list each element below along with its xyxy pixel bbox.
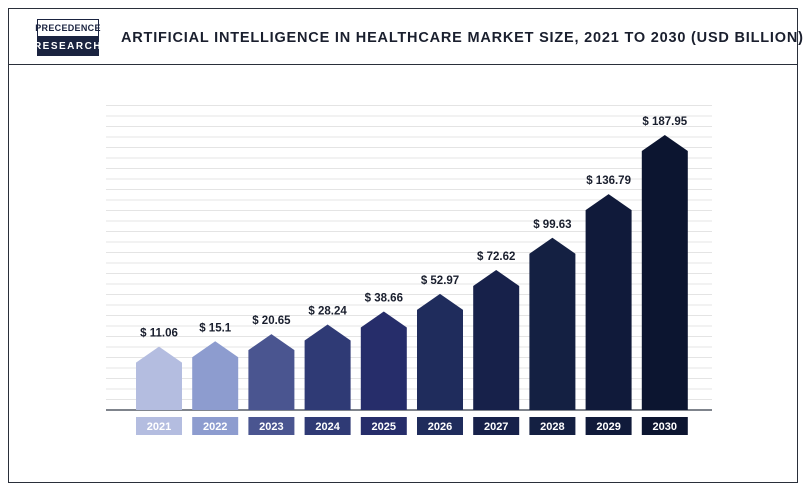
bar-2026 xyxy=(417,293,463,410)
value-label-2028: $ 99.63 xyxy=(533,219,571,231)
x-label-2024: 2024 xyxy=(315,421,340,433)
value-label-2029: $ 136.79 xyxy=(586,175,631,187)
x-label-2029: 2029 xyxy=(596,421,620,433)
logo-bottom-text: RESEARCH xyxy=(34,37,101,56)
x-label-2022: 2022 xyxy=(203,421,227,433)
x-label-2025: 2025 xyxy=(372,421,396,433)
precedence-research-logo: PRECEDENCE RESEARCH xyxy=(34,19,101,56)
x-label-box-2024 xyxy=(304,417,351,435)
bar-2029 xyxy=(585,194,632,410)
x-label-box-2023 xyxy=(248,417,295,435)
x-label-box-2030 xyxy=(641,417,688,435)
x-axis-labels: 2021 2022 2023 2024 2025 2026 2027 2028 2029 2030 xyxy=(136,417,688,435)
x-label-2028: 2028 xyxy=(540,421,564,433)
x-label-box-2028 xyxy=(529,417,576,435)
x-label-box-2021 xyxy=(136,417,182,435)
value-label-2027: $ 72.62 xyxy=(477,251,515,263)
bar-2024 xyxy=(304,324,351,410)
bar-2023 xyxy=(248,334,295,410)
value-label-2024: $ 28.24 xyxy=(308,306,347,318)
bar-2025 xyxy=(360,311,407,410)
value-label-2025: $ 38.66 xyxy=(365,292,403,304)
chart-title: ARTIFICIAL INTELLIGENCE IN HEALTHCARE MA… xyxy=(121,30,804,46)
x-label-2023: 2023 xyxy=(259,421,283,433)
bar-2027 xyxy=(473,270,520,410)
value-label-2023: $ 20.65 xyxy=(252,315,291,327)
bar-2022 xyxy=(192,341,239,410)
value-label-2021: $ 11.06 xyxy=(140,328,178,340)
bar-2030 xyxy=(641,135,688,410)
chart-frame: PRECEDENCE RESEARCH ARTIFICIAL INTELLIGE… xyxy=(8,8,803,483)
value-label-2026: $ 52.97 xyxy=(421,275,459,287)
bar-2021 xyxy=(136,346,182,410)
value-labels: $ 11.06 $ 15.1 $ 20.65 $ 28.24 $ 38.66 $ 52.9… xyxy=(140,116,688,340)
x-label-box-2025 xyxy=(360,417,407,435)
x-label-box-2027 xyxy=(473,417,520,435)
value-label-2030: $ 187.95 xyxy=(642,116,687,128)
logo-top-text: PRECEDENCE xyxy=(35,19,100,37)
bars xyxy=(136,135,688,410)
x-label-box-2029 xyxy=(585,417,632,435)
header: PRECEDENCE RESEARCH ARTIFICIAL INTELLIGE… xyxy=(9,9,803,65)
x-label-box-2022 xyxy=(192,417,239,435)
x-label-2026: 2026 xyxy=(428,421,452,433)
x-label-2027: 2027 xyxy=(484,421,508,433)
x-label-2030: 2030 xyxy=(653,421,677,433)
x-label-box-2026 xyxy=(417,417,463,435)
value-label-2022: $ 15.1 xyxy=(199,322,232,334)
bar-2028 xyxy=(529,237,576,410)
x-label-2021: 2021 xyxy=(147,421,171,433)
